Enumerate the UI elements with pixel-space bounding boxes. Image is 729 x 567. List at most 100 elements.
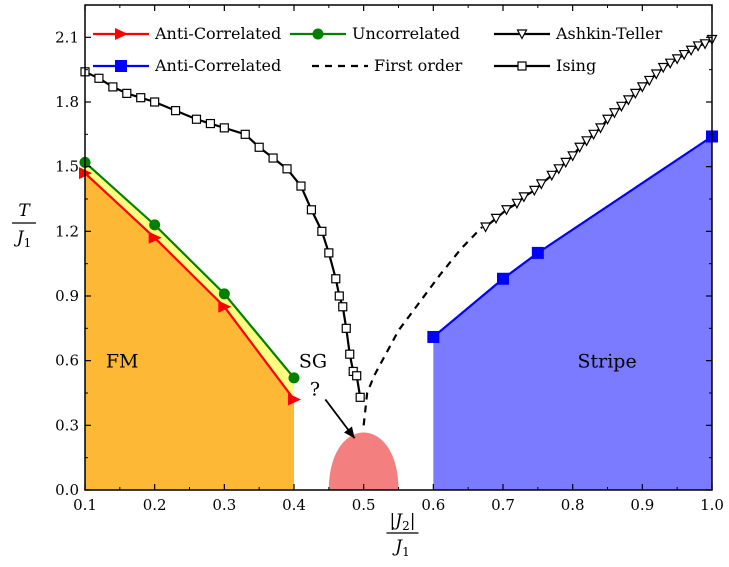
point-ashkin: [608, 108, 620, 119]
point-ashkin: [692, 41, 704, 52]
y-tick-label: 0.9: [55, 287, 79, 305]
point-ising: [324, 248, 334, 258]
point-ising: [282, 164, 292, 174]
point-ashkin: [595, 123, 607, 134]
series-line-uncorr: [84, 161, 295, 379]
point-ising: [331, 274, 341, 284]
point-ashkin: [643, 75, 655, 87]
y-tick-label: 1.5: [55, 158, 79, 176]
point-ising: [108, 82, 118, 92]
point-ashkin: [636, 82, 648, 93]
point-ashkin: [581, 136, 593, 147]
point-ising: [254, 142, 264, 152]
point-ashkin: [685, 45, 697, 57]
point-ising: [352, 371, 362, 381]
y-tick-label: 1.8: [55, 93, 79, 111]
region-sg: [328, 432, 399, 490]
y-tick-label: 0.3: [55, 416, 79, 434]
region-label-sg-question: ?: [310, 379, 320, 401]
x-tick-label: 0.3: [212, 496, 236, 514]
point-ashkin: [567, 151, 579, 162]
point-ising: [341, 323, 351, 333]
point-ising: [334, 291, 344, 301]
point-anti_fm: [218, 300, 232, 313]
point-ising: [345, 349, 355, 359]
point-ising: [205, 118, 215, 129]
point-anti_fm: [288, 393, 301, 406]
x-tick-label: 0.9: [630, 496, 654, 514]
point-anti_fm: [148, 231, 162, 244]
point-ashkin: [588, 129, 600, 141]
x-axis-label-numerator: |J2|: [390, 511, 416, 533]
point-ising: [268, 153, 278, 163]
x-tick-label: 0.6: [421, 496, 445, 514]
legend-label-uncorr: Uncorrelated: [352, 24, 460, 43]
point-ashkin: [490, 213, 502, 225]
point-ising: [306, 205, 317, 215]
point-anti_stripe: [497, 272, 509, 285]
x-tick-label: 0.1: [73, 496, 97, 514]
legend-label-first_order: First order: [374, 56, 463, 75]
point-ashkin: [528, 185, 540, 197]
point-ising: [296, 181, 306, 191]
series-line-anti_stripe: [432, 135, 713, 338]
x-tick-label: 0.5: [352, 496, 376, 514]
legend-marker-ashkin: [516, 29, 528, 40]
point-ising: [338, 302, 348, 312]
x-tick-label: 0.2: [143, 496, 167, 514]
series-line-anti_fm: [84, 172, 295, 401]
point-uncorr: [149, 219, 161, 231]
region-stripe: [433, 136, 712, 490]
point-ising: [170, 106, 181, 116]
point-ashkin: [602, 114, 613, 126]
point-ashkin: [629, 88, 641, 100]
point-ising: [136, 93, 146, 103]
point-ising: [219, 123, 229, 133]
point-ashkin: [615, 101, 627, 113]
y-tick-label: 0.0: [55, 481, 79, 499]
x-tick-label: 0.7: [491, 496, 515, 514]
region-label-fm: FM: [106, 351, 139, 373]
point-ising: [355, 392, 365, 402]
x-tick-label: 0.8: [561, 496, 585, 514]
legend-label-anti_stripe: Anti-Correlated: [154, 56, 281, 75]
legend-marker-anti_fm: [115, 28, 128, 40]
point-ising: [122, 88, 132, 98]
labels-layer: FM Stripe SG?: [106, 351, 637, 439]
sg-arrow-head: [343, 426, 355, 439]
legend-label-anti_fm: Anti-Correlated: [154, 24, 281, 43]
point-ashkin: [500, 205, 512, 216]
axes-layer: 0.1 0.2 0.3 0.4 0.5 0.6 0.7 0.8 0.9 1.0 0.0 0.3 0.6 0…: [12, 4, 724, 559]
x-axis-label-denominator: J1: [392, 537, 409, 559]
point-ashkin: [546, 170, 558, 182]
point-ising: [317, 226, 327, 236]
y-axis-label-numerator: T: [18, 201, 31, 221]
legend-marker-anti_stripe: [115, 60, 127, 72]
legend-marker-ising: [517, 61, 527, 71]
point-ashkin: [553, 164, 565, 175]
legend-label-ising: Ising: [556, 56, 596, 75]
point-ashkin: [650, 69, 662, 80]
point-ashkin: [574, 142, 586, 154]
series-layer: [79, 34, 718, 426]
point-ashkin: [535, 179, 547, 190]
point-ashkin: [657, 62, 669, 74]
point-ashkin: [664, 58, 676, 69]
x-tick-label: 0.4: [282, 496, 306, 514]
region-fm: [85, 173, 294, 490]
y-tick-label: 0.6: [55, 352, 79, 370]
legend-layer: Anti-Correlated Uncorrelated Ashkin-Teller…: [93, 24, 663, 75]
point-ising: [150, 97, 160, 107]
region-label-stripe: Stripe: [578, 351, 637, 373]
legend-marker-uncorr: [312, 28, 324, 40]
y-axis-label-denominator: J1: [14, 228, 31, 250]
y-tick-label: 2.1: [55, 28, 79, 46]
point-ising: [94, 73, 104, 83]
point-uncorr: [218, 288, 230, 300]
y-tick-label: 1.2: [55, 222, 79, 240]
point-ashkin: [678, 49, 690, 61]
regions-layer: [85, 136, 712, 490]
point-ashkin: [671, 54, 683, 65]
point-ashkin: [560, 157, 572, 169]
